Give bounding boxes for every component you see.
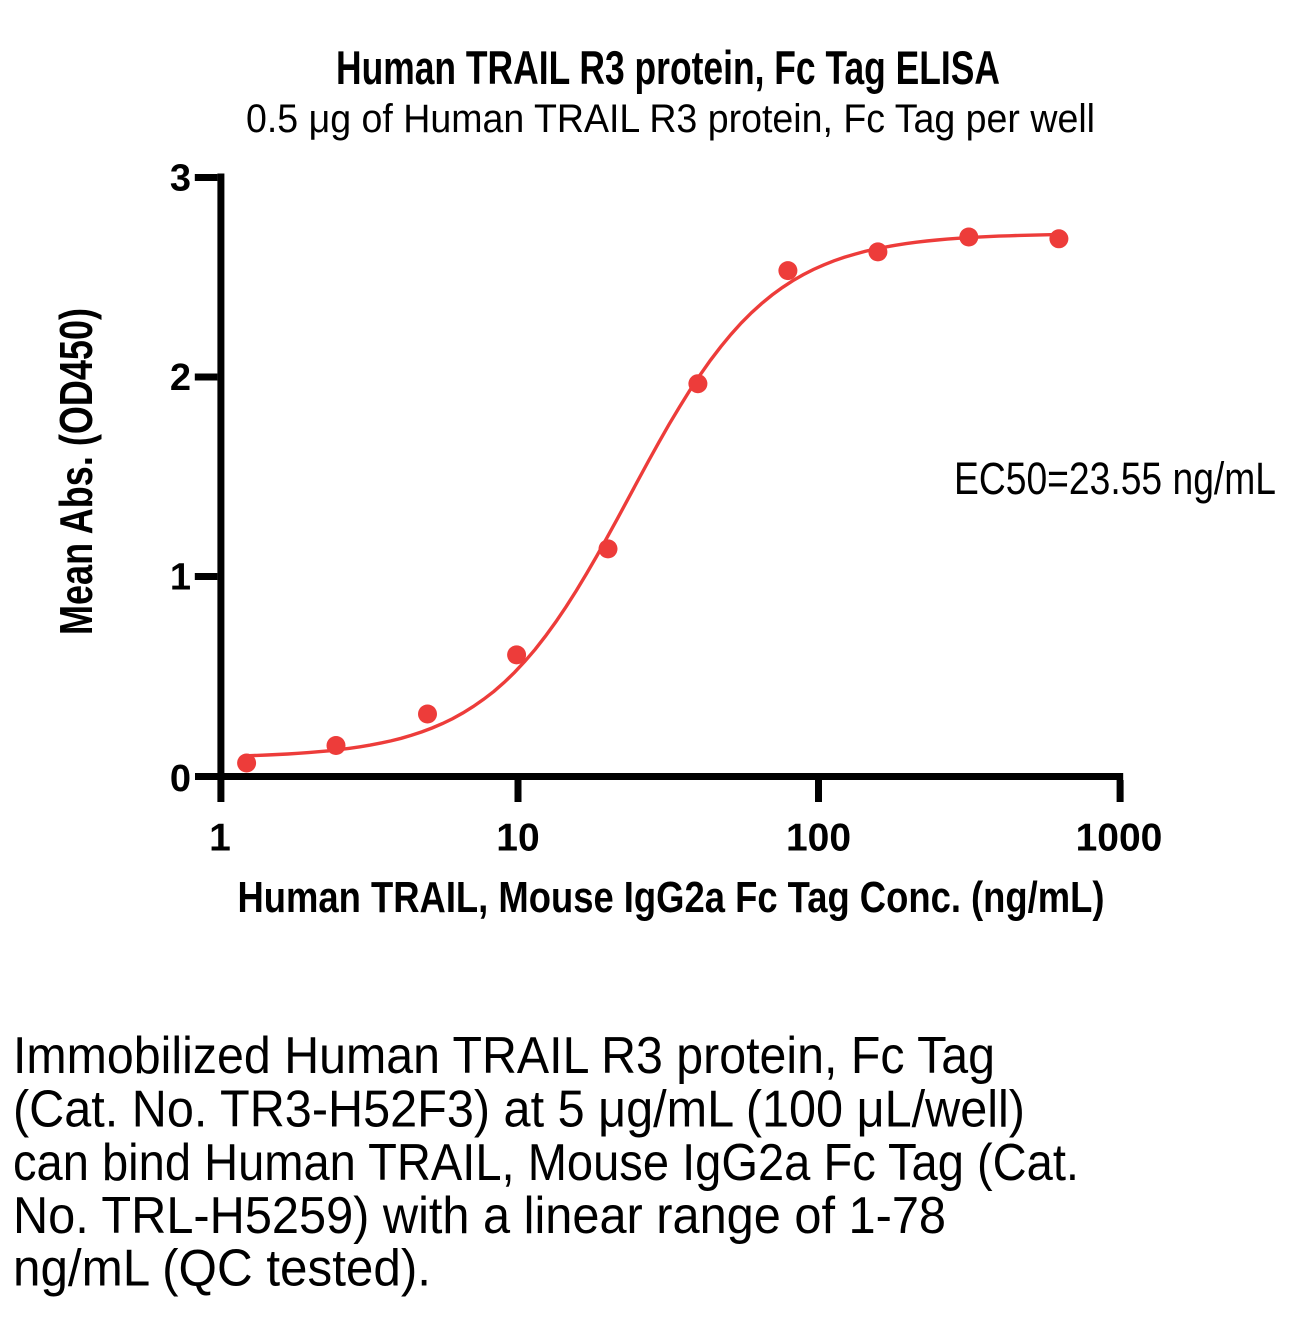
svg-text:100: 100: [786, 817, 851, 860]
svg-text:ng/mL (QC tested).: ng/mL (QC tested).: [13, 1239, 431, 1297]
svg-text:Mean Abs. (OD450): Mean Abs. (OD450): [50, 308, 102, 635]
svg-text:(Cat. No. TR3-H52F3) at 5 μg/m: (Cat. No. TR3-H52F3) at 5 μg/mL (100 μL/…: [13, 1079, 1025, 1137]
svg-text:Human TRAIL R3 protein, Fc Tag: Human TRAIL R3 protein, Fc Tag ELISA: [336, 42, 1000, 95]
svg-text:Human TRAIL, Mouse IgG2a Fc Ta: Human TRAIL, Mouse IgG2a Fc Tag Conc. (n…: [238, 873, 1105, 922]
svg-text:0.5 μg of Human TRAIL R3 prote: 0.5 μg of Human TRAIL R3 protein, Fc Tag…: [246, 97, 1095, 141]
svg-text:0: 0: [170, 758, 191, 800]
svg-text:No. TRL-H5259) with a linear r: No. TRL-H5259) with a linear range of 1-…: [13, 1186, 946, 1244]
svg-text:3: 3: [170, 157, 191, 199]
svg-text:1: 1: [209, 817, 231, 860]
svg-text:10: 10: [496, 817, 539, 860]
svg-text:Immobilized Human TRAIL R3 pro: Immobilized Human TRAIL R3 protein, Fc T…: [13, 1026, 995, 1084]
svg-text:1: 1: [170, 556, 191, 598]
svg-text:2: 2: [170, 357, 191, 399]
svg-text:can bind Human TRAIL, Mouse Ig: can bind Human TRAIL, Mouse IgG2a Fc Tag…: [13, 1133, 1079, 1191]
svg-text:EC50=23.55 ng/mL: EC50=23.55 ng/mL: [954, 453, 1276, 504]
svg-text:1000: 1000: [1076, 817, 1163, 860]
